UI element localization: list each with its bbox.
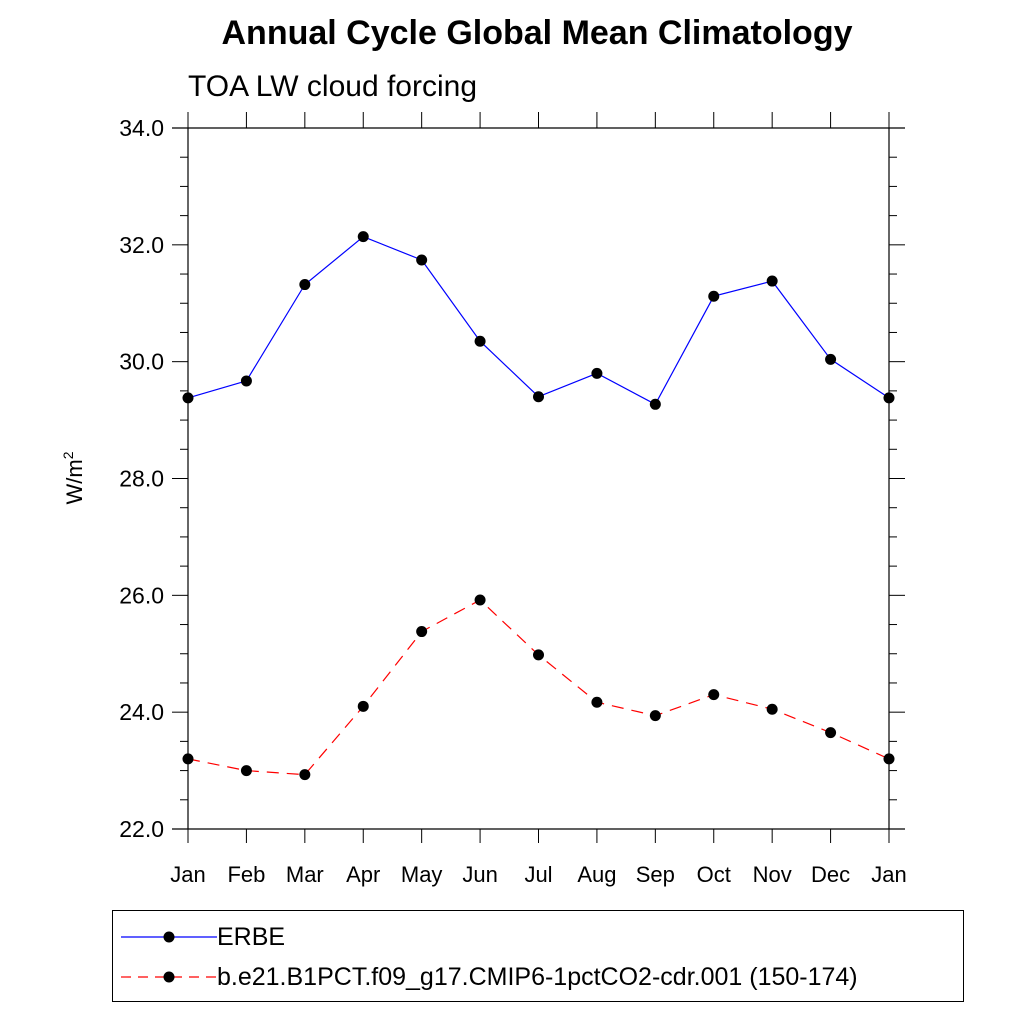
x-tick-label: Jul (524, 862, 552, 887)
data-point-series-1 (649, 710, 661, 722)
y-axis-label-text: W/m (62, 459, 87, 504)
data-point-series-0 (357, 231, 369, 243)
data-point-series-0 (591, 367, 603, 379)
data-point-series-1 (591, 696, 603, 708)
series-line-1 (187, 599, 890, 776)
data-point-series-1 (357, 700, 369, 712)
y-tick-label: 26.0 (119, 582, 164, 608)
x-tick-label: Apr (346, 862, 380, 887)
data-point-series-1 (766, 703, 778, 715)
y-tick-label: 30.0 (119, 349, 164, 375)
chart-subtitle: TOA LW cloud forcing (188, 70, 478, 103)
data-point-series-1 (533, 649, 544, 661)
data-point-series-0 (766, 275, 778, 287)
data-point-series-1 (240, 765, 252, 777)
data-point-series-0 (299, 279, 311, 291)
data-point-series-1 (708, 689, 720, 701)
y-tick-label: 32.0 (119, 232, 164, 258)
legend-swatch-model (121, 971, 217, 983)
data-point-series-0 (883, 392, 895, 404)
data-point-series-0 (649, 398, 661, 410)
y-tick-label: 28.0 (119, 466, 164, 492)
data-point-series-1 (299, 769, 311, 781)
data-point-series-1 (416, 626, 428, 638)
data-point-series-1 (825, 727, 837, 739)
x-tick-label: Jan (170, 862, 205, 887)
legend-label-erbe: ERBE (217, 923, 286, 951)
x-tick-label: Jan (871, 862, 906, 887)
data-point-series-0 (240, 375, 252, 387)
x-tick-label: Oct (697, 862, 731, 887)
data-point-series-0 (182, 392, 194, 404)
data-point-series-1 (883, 753, 895, 765)
y-tick-label: 22.0 (119, 816, 164, 842)
y-tick-label: 24.0 (119, 699, 164, 725)
data-point-series-0 (825, 353, 837, 365)
y-tick-label: 34.0 (119, 115, 164, 141)
legend-label-model: b.e21.B1PCT.f09_g17.CMIP6-1pctCO2-cdr.00… (217, 963, 858, 991)
data-point-series-1 (474, 594, 486, 606)
x-tick-label: May (401, 862, 443, 887)
data-point-series-0 (474, 335, 486, 347)
data-point-series-0 (708, 290, 720, 302)
legend-swatch-erbe (121, 931, 217, 943)
series-line-0 (187, 236, 890, 406)
x-tick-label: Nov (753, 862, 792, 887)
x-tick-label: Mar (286, 862, 324, 887)
y-axis-label-superscript: 2 (60, 451, 76, 459)
legend: ERBE b.e21.B1PCT.f09_g17.CMIP6-1pctCO2-c… (112, 910, 964, 1002)
chart-title: Annual Cycle Global Mean Climatology (221, 14, 853, 52)
x-tick-label: Aug (577, 862, 616, 887)
x-tick-label: Dec (811, 862, 850, 887)
data-point-series-0 (533, 391, 544, 403)
x-tick-label: Sep (636, 862, 675, 887)
data-point-series-0 (416, 254, 428, 266)
y-axis-label: W/m2 (60, 451, 87, 504)
x-tick-label: Feb (227, 862, 265, 887)
data-point-series-1 (182, 753, 194, 765)
x-tick-label: Jun (462, 862, 497, 887)
